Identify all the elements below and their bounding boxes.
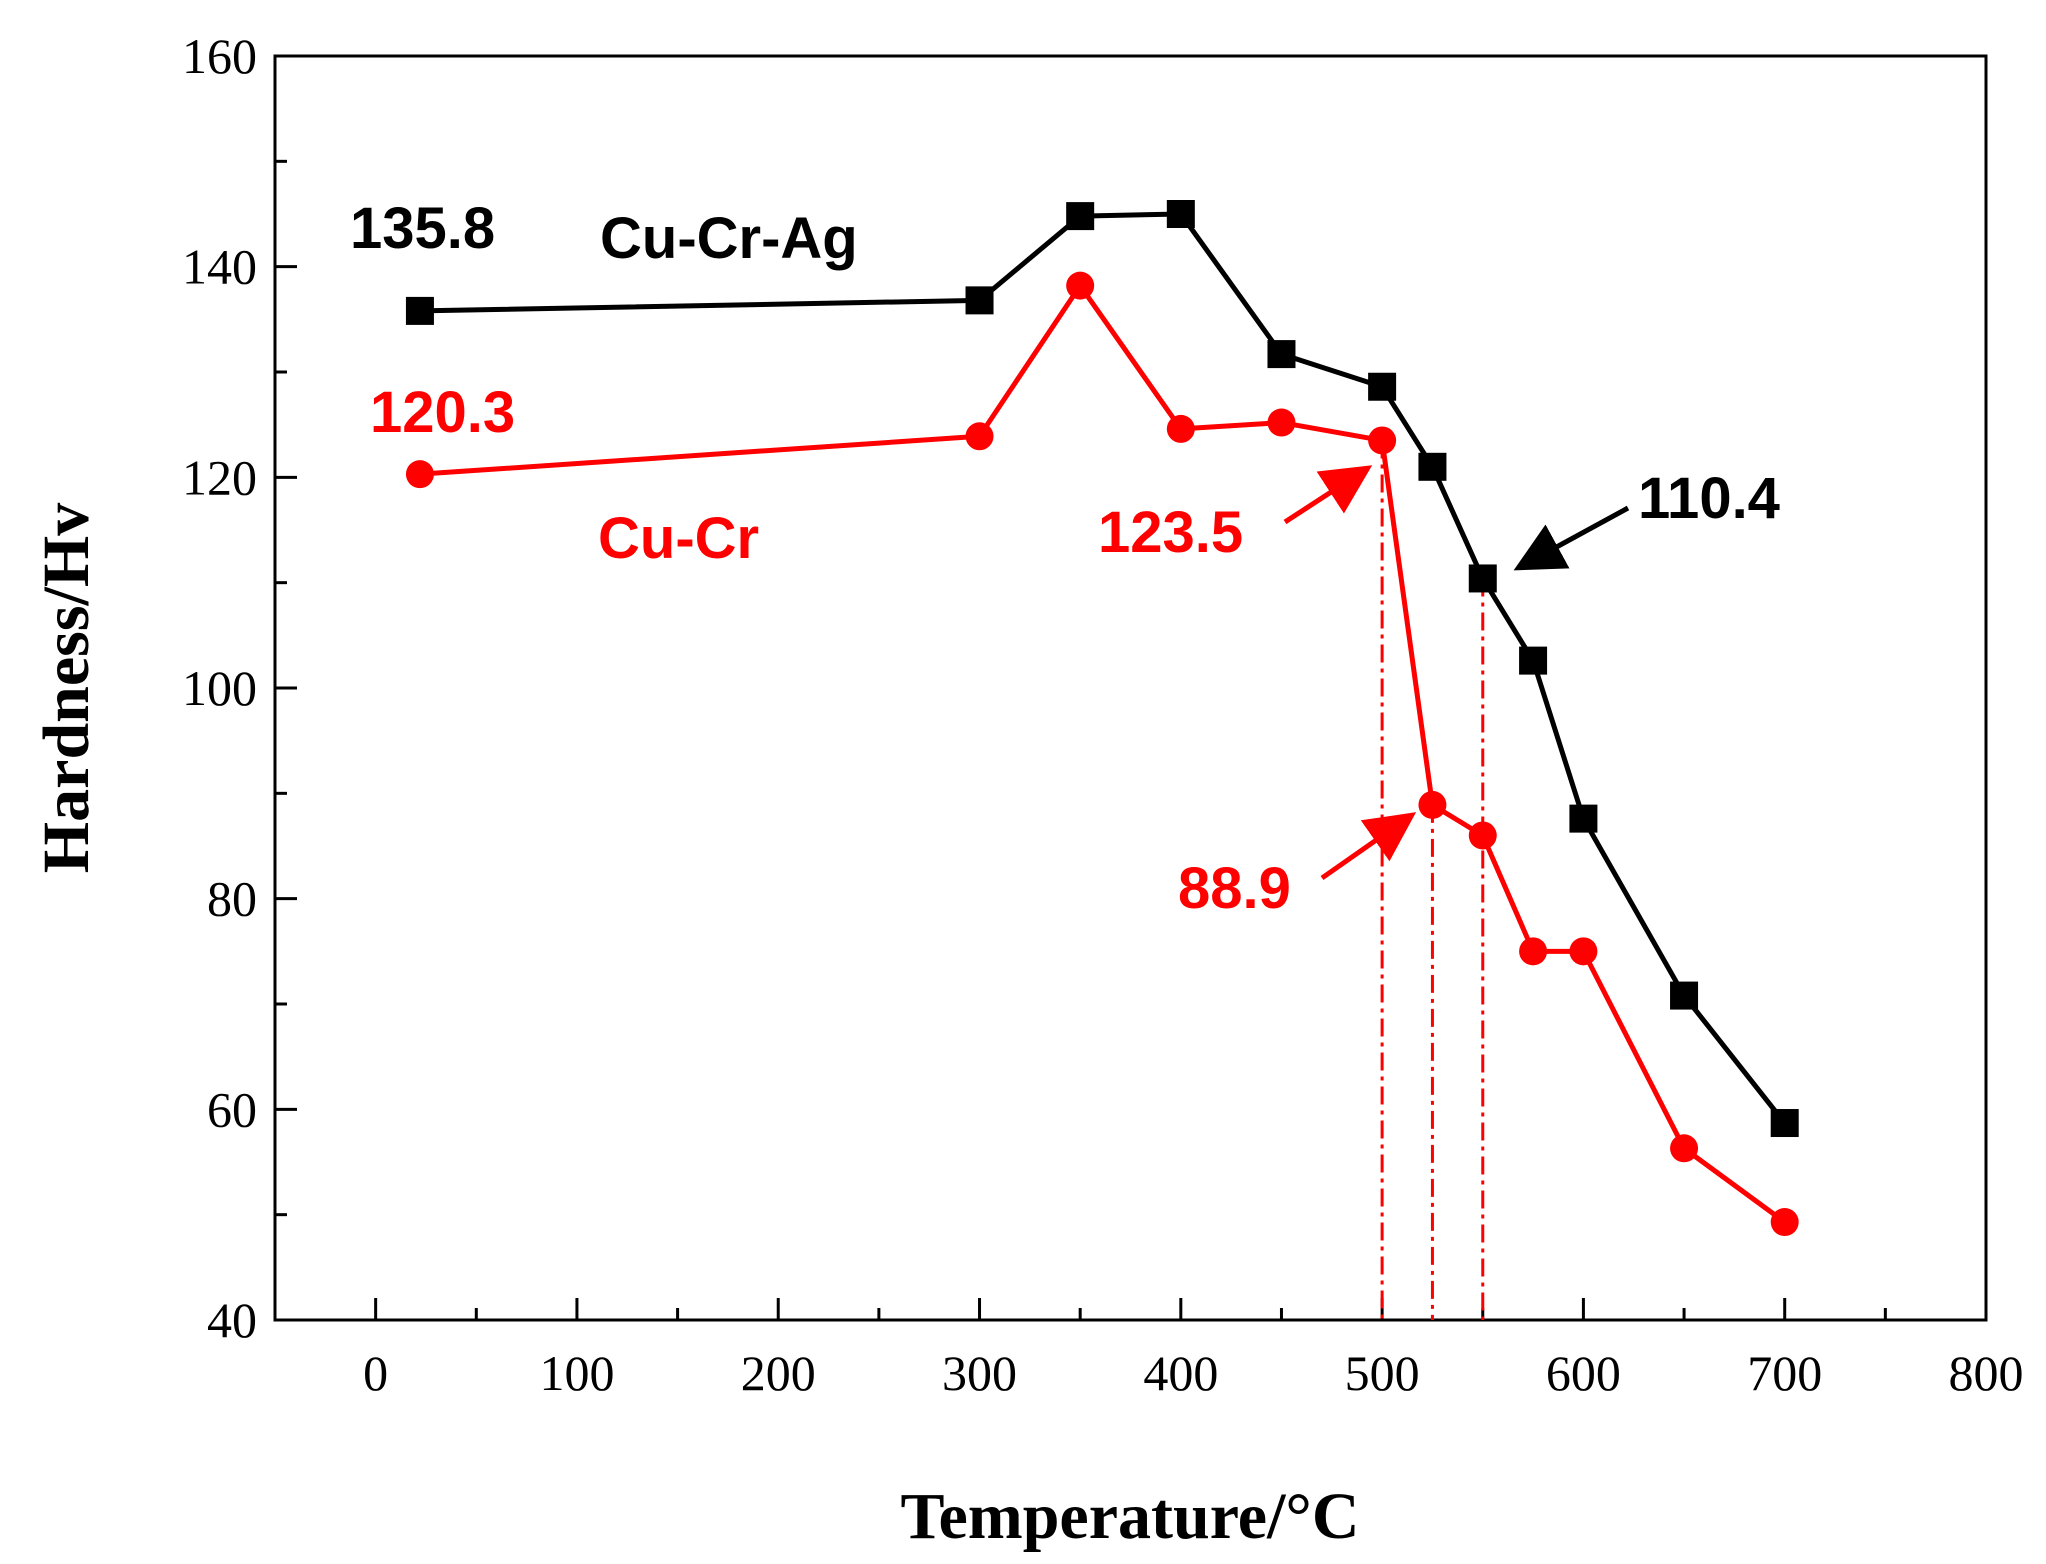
reference-lines [1380,440,1485,1320]
annotation-110-4: 110.4 [1638,466,1780,531]
plot-frame [273,54,1988,1322]
x-axis-title: Temperature/°C [900,1480,1359,1553]
data-point-cu-cr [405,460,434,489]
x-tick-label: 0 [363,1345,388,1401]
x-tick-label: 300 [942,1345,1017,1401]
x-tick-label: 100 [539,1345,614,1401]
data-point-cu-cr [965,422,994,451]
data-point-cu-cr [1368,426,1397,455]
data-point-cu-cr-ag [1770,1109,1799,1138]
annotation-88-9: 88.9 [1178,856,1291,921]
annotation-cucr-start: 120.3 [370,380,515,445]
annotation-cucrag-start: 135.8 [350,196,495,261]
annotation-123-5: 123.5 [1098,500,1243,565]
x-tick-label: 200 [741,1345,816,1401]
data-point-cu-cr-ag [1519,646,1548,675]
data-point-cu-cr-ag [1468,564,1497,593]
y-tick-label: 120 [182,449,257,505]
data-point-cu-cr [1166,414,1195,443]
data-point-cu-cr [1468,821,1497,850]
data-point-cu-cr [1418,790,1447,819]
y-tick-label: 100 [182,660,257,716]
x-tick-label: 700 [1747,1345,1822,1401]
data-point-cu-cr [1569,937,1598,966]
x-tick-label: 500 [1345,1345,1420,1401]
series-line-cu-cr-ag [419,211,1787,1125]
data-point-cu-cr-ag [965,286,994,315]
arrow-123-5 [1283,465,1373,525]
annotation-cucrag-name: Cu-Cr-Ag [600,206,858,271]
x-tick-label: 800 [1949,1345,2024,1401]
data-point-cu-cr [1267,408,1296,437]
arrow-110-4 [1513,505,1630,571]
arrow-88-9 [1320,812,1417,881]
data-point-cu-cr-ag [1418,452,1447,481]
y-tick-label: 160 [182,28,257,84]
data-point-cu-cr [1770,1208,1799,1237]
y-axis-title: Hardness/Hv [30,503,103,873]
y-tick-label: 40 [207,1292,257,1348]
y-tick-label: 60 [207,1081,257,1137]
data-point-cu-cr-ag [1166,200,1195,228]
x-tick-label: 600 [1546,1345,1621,1401]
data-series [405,200,1799,1237]
data-point-cu-cr-ag [1569,804,1598,833]
y-tick-label: 140 [182,239,257,295]
annotation-cucr-name: Cu-Cr [598,506,759,571]
data-point-cu-cr [1670,1134,1699,1163]
data-point-cu-cr-ag [1670,981,1699,1010]
axis-ticks: 0 100 200 300 400 500 600 700 800 40 60 80 100 120 140… [182,28,2024,1401]
x-tick-label: 400 [1143,1345,1218,1401]
data-point-cu-cr-ag [1066,202,1095,231]
y-tick-label: 80 [207,871,257,927]
data-point-cu-cr-ag [405,296,434,325]
data-point-cu-cr [1066,271,1095,300]
data-point-cu-cr [1519,937,1548,966]
series-line-cu-cr [419,283,1787,1225]
data-point-cu-cr-ag [1368,372,1397,401]
data-point-cu-cr-ag [1267,340,1296,369]
